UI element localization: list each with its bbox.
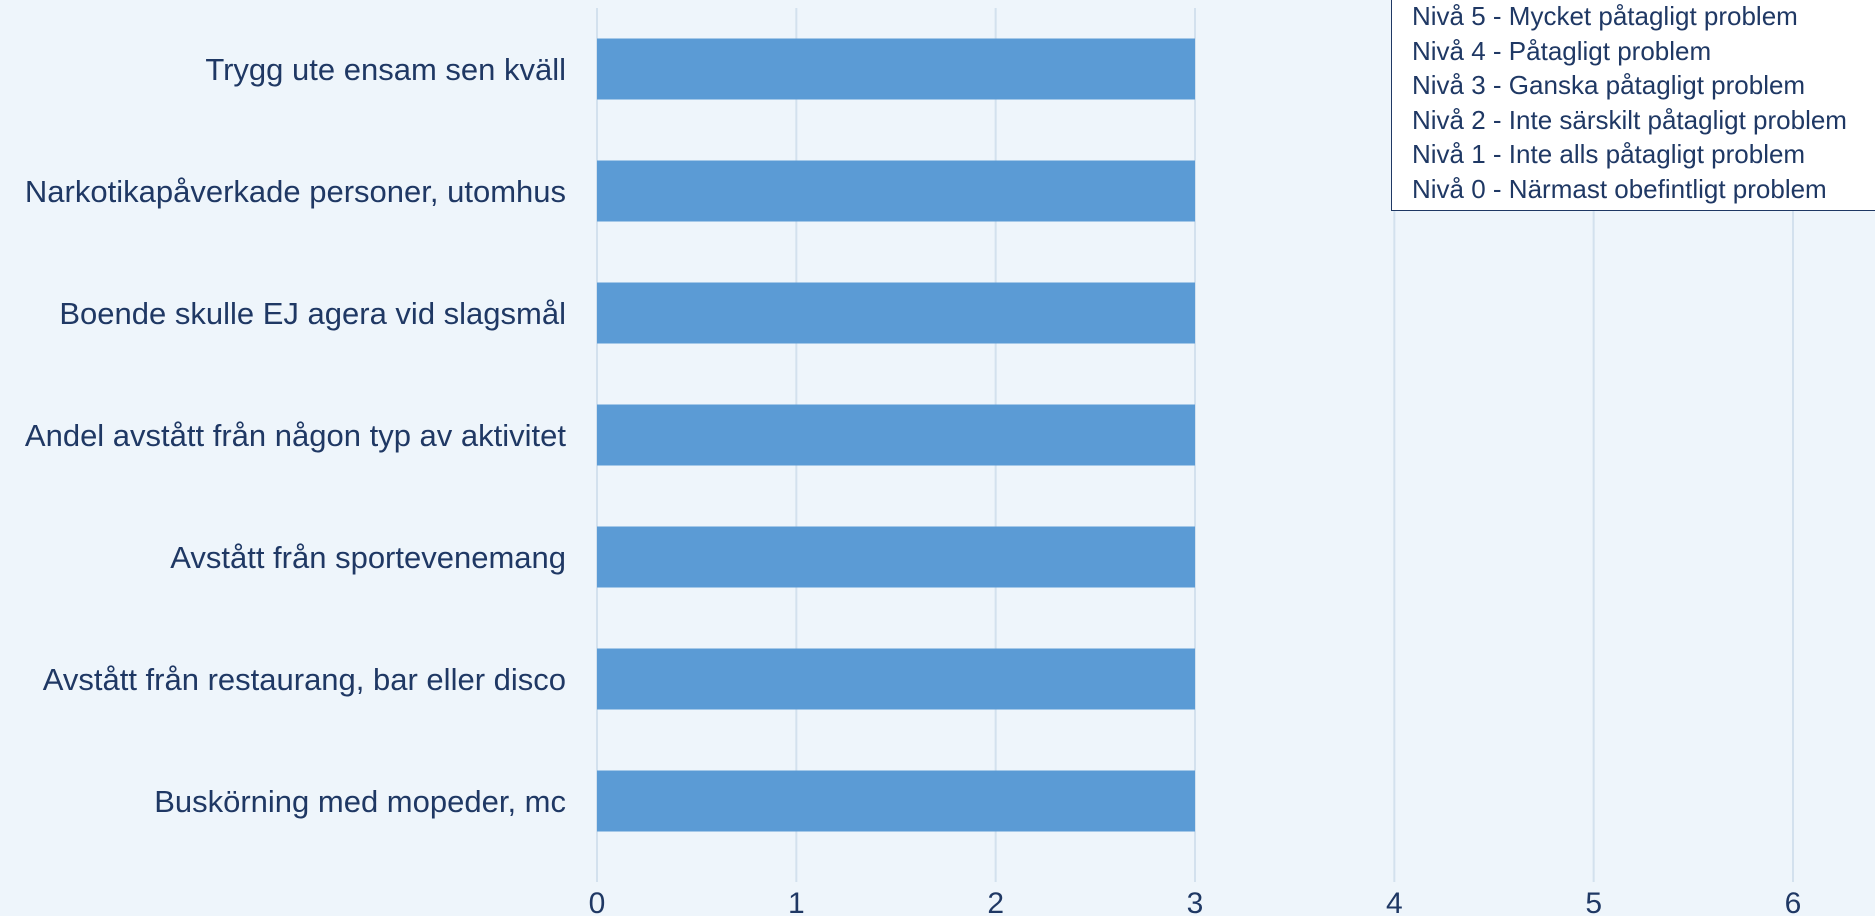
- bar-5: [597, 526, 1195, 588]
- bar-4: [597, 404, 1195, 466]
- bar-3: [597, 282, 1195, 344]
- legend-item-niva-5: Nivå 5 - Mycket påtagligt problem: [1412, 1, 1798, 31]
- category-label-1: Trygg ute ensam sen kväll: [205, 52, 566, 87]
- legend-item-niva-3: Nivå 3 - Ganska påtagligt problem: [1412, 70, 1806, 100]
- x-tick-label-4: 4: [1386, 887, 1403, 916]
- bar-6: [597, 648, 1195, 710]
- legend-item-niva-4: Nivå 4 - Påtagligt problem: [1412, 35, 1712, 66]
- category-label-3: Boende skulle EJ agera vid slagsmål: [59, 296, 566, 331]
- legend-item-niva-1: Nivå 1 - Inte alls påtagligt problem: [1412, 139, 1806, 169]
- category-label-4: Andel avstått från någon typ av aktivite…: [25, 418, 566, 453]
- bar-2: [597, 160, 1195, 222]
- category-label-6: Avstått från restaurang, bar eller disco: [43, 662, 566, 697]
- bar-7: [597, 770, 1195, 832]
- legend-item-niva-0: Nivå 0 - Närmast obefintligt problem: [1412, 173, 1827, 204]
- category-label-5: Avstått från sportevenemang: [170, 540, 566, 575]
- legend: Nivå 5 - Mycket påtagligt problem Nivå 4…: [1391, 0, 1875, 211]
- category-label-2: Narkotikapåverkade personer, utomhus: [25, 174, 566, 209]
- x-tick-label-6: 6: [1785, 887, 1802, 916]
- x-tick-label-1: 1: [788, 887, 805, 916]
- legend-item-niva-2: Nivå 2 - Inte särskilt påtagligt problem: [1412, 104, 1847, 135]
- x-tick-label-3: 3: [1187, 887, 1204, 916]
- x-tick-label-5: 5: [1585, 887, 1602, 916]
- x-tick-label-0: 0: [589, 887, 606, 916]
- x-tick-label-2: 2: [987, 887, 1004, 916]
- category-label-7: Buskörning med mopeder, mc: [154, 784, 566, 819]
- bar-1: [597, 38, 1195, 100]
